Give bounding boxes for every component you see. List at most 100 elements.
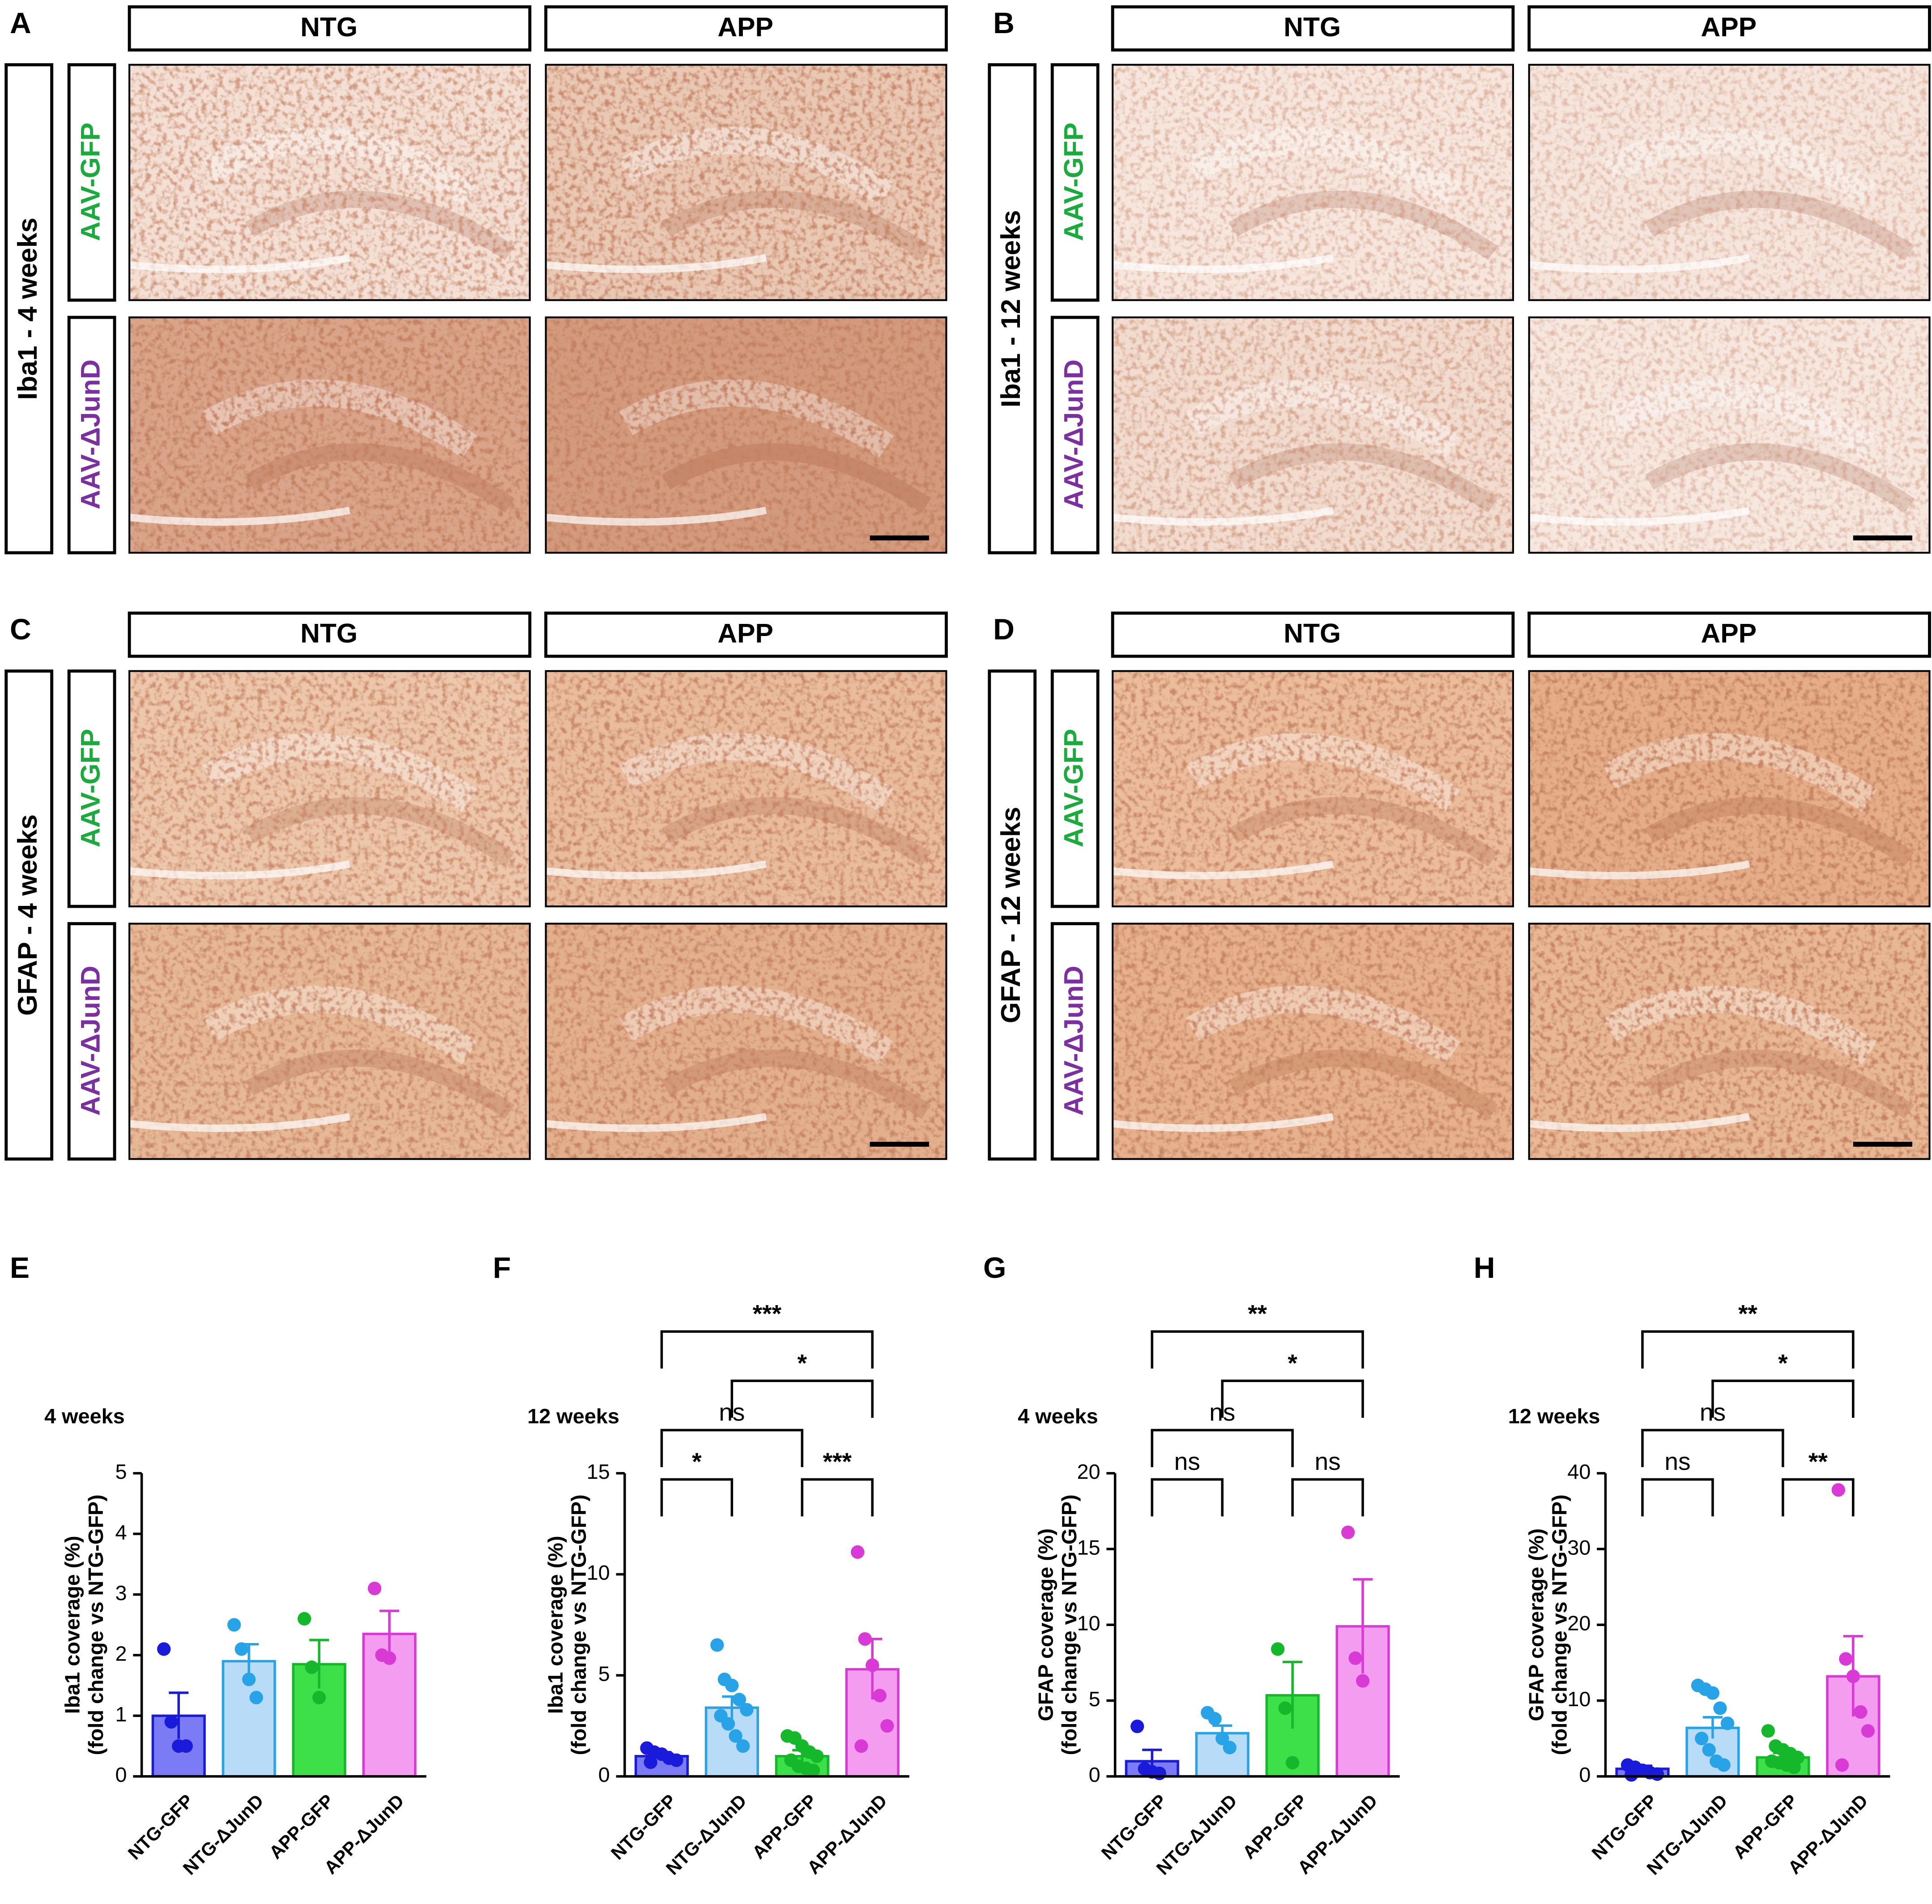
stain-label: Iba1 - 12 weeks [995,210,1026,407]
significance-label: ** [1248,1300,1267,1328]
micrograph-frame [545,64,947,301]
data-point [1271,1642,1285,1656]
chart-subtitle: 12 weeks [527,1405,619,1428]
data-point [1846,1669,1860,1683]
micrograph-frame [545,670,947,908]
row-box [67,316,116,555]
stain-box [988,63,1037,555]
data-point [721,1717,735,1731]
stain-label: GFAP - 12 weeks [995,807,1026,1024]
column-box [1111,5,1515,52]
y-tick-label: 1 [115,1703,127,1726]
data-point [249,1691,263,1704]
y-axis-label: Iba1 coverage (%) [544,1536,567,1714]
chart-subtitle: 4 weeks [1018,1405,1098,1428]
significance-label: ** [1738,1300,1757,1328]
row-label: AAV-ΔJunD [75,359,105,509]
error-bar [309,1639,329,1689]
panel-letter: D [993,613,1015,646]
y-tick-label: 30 [1567,1536,1591,1559]
micrograph-frame [1112,64,1514,301]
column-box [544,611,948,658]
error-bar [1353,1578,1373,1673]
row-box [67,922,116,1161]
data-point [851,1545,865,1559]
y-tick-label: 15 [587,1460,610,1483]
x-tick-label: APP-GFP [1238,1790,1311,1863]
data-point [242,1673,256,1686]
significance-label: *** [823,1447,852,1475]
y-tick-label: 20 [1077,1460,1100,1483]
row-box [1050,63,1100,302]
data-point [725,1678,739,1692]
significance-bracket [1641,1330,1855,1369]
data-point [1223,1741,1237,1755]
panel-letter: F [493,1251,511,1285]
significance-label: ns [1314,1447,1340,1475]
error-bar [379,1609,400,1657]
data-point [710,1638,724,1652]
ventricle [545,254,767,273]
data-point [1285,1756,1300,1770]
y-tick-label: 10 [1077,1612,1100,1635]
data-point [1717,1758,1731,1772]
error-bar [1283,1661,1303,1729]
ventricle [1112,507,1334,526]
significance-label: ns [1664,1447,1690,1475]
significance-label: ns [1174,1447,1200,1475]
micrograph-frame [128,670,531,908]
data-point [1348,1651,1362,1665]
column-box [1111,611,1515,658]
error-bar [169,1691,189,1739]
row-box [1050,669,1100,908]
data-point [179,1739,193,1753]
column-label: NTG [1284,12,1341,42]
data-point [729,1729,742,1743]
data-point [1787,1760,1801,1774]
y-tick-label: 5 [598,1662,610,1685]
x-tick-label: NTG-GFP [607,1790,680,1864]
significance-bracket [1711,1379,1855,1418]
micrograph-frame [1528,316,1931,554]
micrograph-frame [545,316,947,554]
y-tick-label: 10 [1567,1687,1591,1711]
y-tick-label: 0 [1579,1763,1591,1786]
x-tick-label: NTG-GFP [1588,1790,1661,1864]
data-point [1695,1732,1709,1746]
y-tick-label: 0 [598,1763,610,1786]
panel-letter: C [10,613,31,646]
ventricle [1528,1113,1750,1132]
chart-subtitle: 4 weeks [44,1405,125,1428]
data-point [806,1763,820,1777]
micrograph-frame [128,64,531,301]
ventricle [129,860,350,879]
significance-bracket [1291,1478,1364,1516]
data-point [312,1691,326,1704]
column-label: NTG [1284,618,1341,648]
ventricle [1112,254,1334,273]
ventricle [1112,1113,1334,1132]
data-point [670,1753,683,1767]
y-tick-label: 5 [1089,1687,1100,1711]
data-point [1706,1686,1720,1700]
data-point [1720,1716,1735,1730]
data-point [1839,1652,1853,1666]
ventricle [1528,860,1750,879]
panel-letter: G [983,1251,1006,1285]
column-label: APP [1701,618,1757,648]
significance-bracket [801,1478,874,1516]
micrograph-frame [1528,670,1931,908]
row-label: AAV-GFP [1058,729,1089,847]
data-point [382,1651,397,1665]
ventricle [129,1113,350,1132]
ventricle [129,507,350,526]
x-tick-label: NTG-GFP [124,1790,197,1864]
y-tick-label: 40 [1567,1460,1591,1483]
data-point [1208,1712,1222,1726]
ventricle [129,254,350,273]
row-box [67,669,116,908]
y-tick-label: 20 [1567,1612,1591,1635]
data-point [810,1749,824,1763]
y-tick-label: 0 [1089,1763,1100,1786]
